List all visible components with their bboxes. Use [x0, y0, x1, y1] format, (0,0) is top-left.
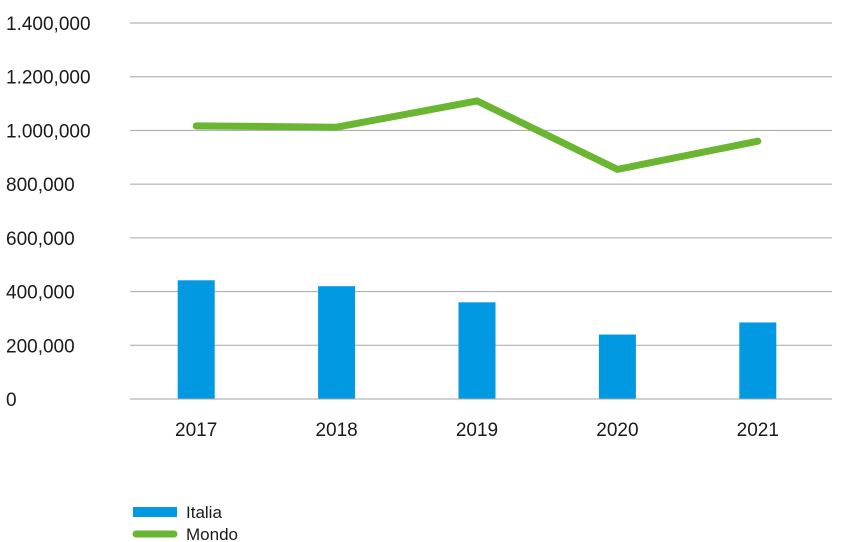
- y-tick-label: 1.200,000: [6, 68, 91, 89]
- legend: Italia Mondo: [132, 503, 238, 542]
- gridlines: [130, 22, 832, 346]
- bar-italia-2017: [177, 280, 215, 399]
- legend-label: Italia: [186, 503, 222, 522]
- legend-swatch-bar: [133, 507, 177, 517]
- y-tick-label: 1.000,000: [6, 121, 91, 142]
- bar-italia-2018: [318, 286, 356, 399]
- legend-item-italia: Italia: [133, 503, 222, 522]
- y-tick-label: 0: [6, 390, 17, 411]
- legend-label: Mondo: [186, 525, 238, 542]
- bar-italia-2021: [739, 322, 777, 399]
- x-tick-label: 2019: [456, 420, 498, 441]
- y-tick-label: 400,000: [6, 283, 75, 304]
- mondo-line: [192, 97, 762, 173]
- y-tick-label: 200,000: [6, 336, 75, 357]
- y-tick-label: 600,000: [6, 229, 75, 250]
- x-tick-label: 2020: [596, 420, 638, 441]
- y-tick-label: 1.400,000: [6, 14, 91, 35]
- x-tick-label: 2018: [315, 420, 357, 441]
- x-tick-label: 2017: [175, 420, 217, 441]
- mondo-line-layer: [192, 97, 762, 173]
- bar-italia-2019: [458, 302, 496, 399]
- bar-italia-2020: [598, 334, 636, 399]
- y-tick-label: 800,000: [6, 175, 75, 196]
- x-axis-tick-labels: 2017 2018 2019 2020 2021: [175, 420, 779, 441]
- italia-bars: [177, 280, 777, 399]
- legend-item-mondo: Mondo: [132, 525, 238, 542]
- x-tick-label: 2021: [737, 420, 779, 441]
- y-axis-tick-labels: 0 200,000 400,000 600,000 800,000 1.000,000 1.…: [6, 14, 91, 411]
